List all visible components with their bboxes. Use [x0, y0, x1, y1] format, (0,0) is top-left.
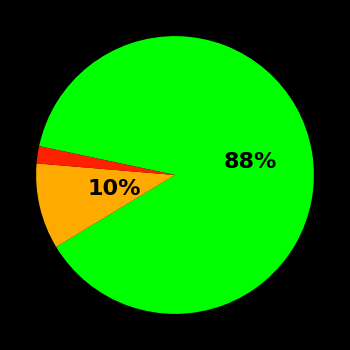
Wedge shape — [36, 163, 175, 247]
Wedge shape — [39, 36, 314, 314]
Text: 10%: 10% — [88, 179, 141, 199]
Text: 88%: 88% — [224, 152, 277, 172]
Wedge shape — [37, 146, 175, 175]
